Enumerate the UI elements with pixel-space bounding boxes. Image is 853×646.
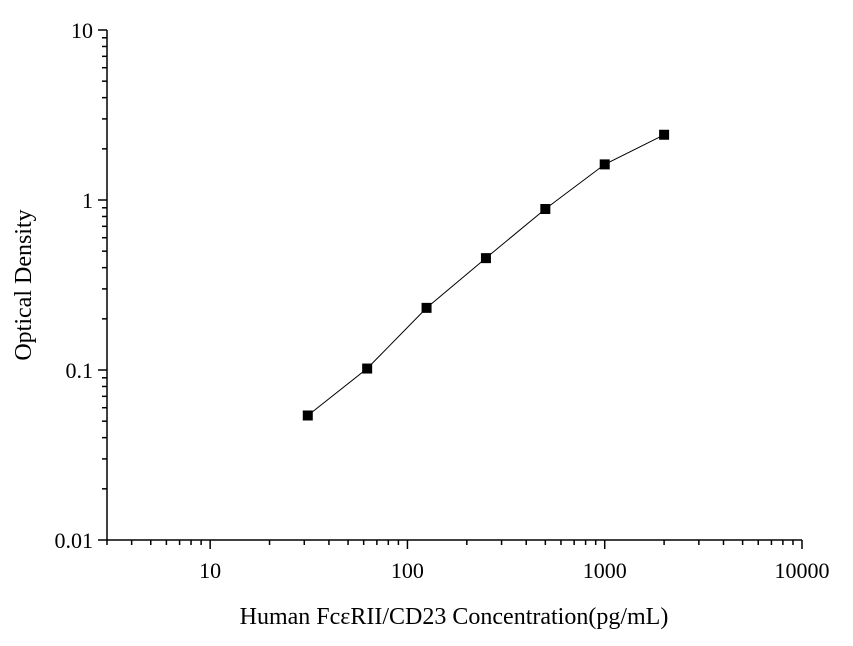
x-ticks: 10 100 1000 10000 xyxy=(106,540,830,583)
x-tick-label: 10000 xyxy=(775,558,830,583)
data-series xyxy=(302,129,670,421)
y-ticks: 0.01 0.1 1 10 xyxy=(55,18,107,553)
y-tick-label: 10 xyxy=(71,18,93,43)
data-point xyxy=(599,159,610,170)
data-point xyxy=(540,204,551,215)
data-point xyxy=(362,363,373,374)
x-tick-label: 10 xyxy=(199,558,221,583)
axes xyxy=(106,30,802,541)
x-tick-label: 100 xyxy=(391,558,424,583)
y-tick-label: 0.1 xyxy=(66,358,94,383)
data-point xyxy=(480,253,491,264)
y-tick-label: 1 xyxy=(82,188,93,213)
data-point xyxy=(421,302,432,313)
y-axis-label: Optical Density xyxy=(11,209,37,360)
series-line xyxy=(307,134,665,416)
data-point xyxy=(659,129,670,140)
data-point xyxy=(302,410,313,421)
x-tick-label: 1000 xyxy=(583,558,627,583)
x-axis-label: Human FcεRII/CD23 Concentration(pg/mL) xyxy=(240,604,669,630)
y-tick-label: 0.01 xyxy=(55,528,94,553)
